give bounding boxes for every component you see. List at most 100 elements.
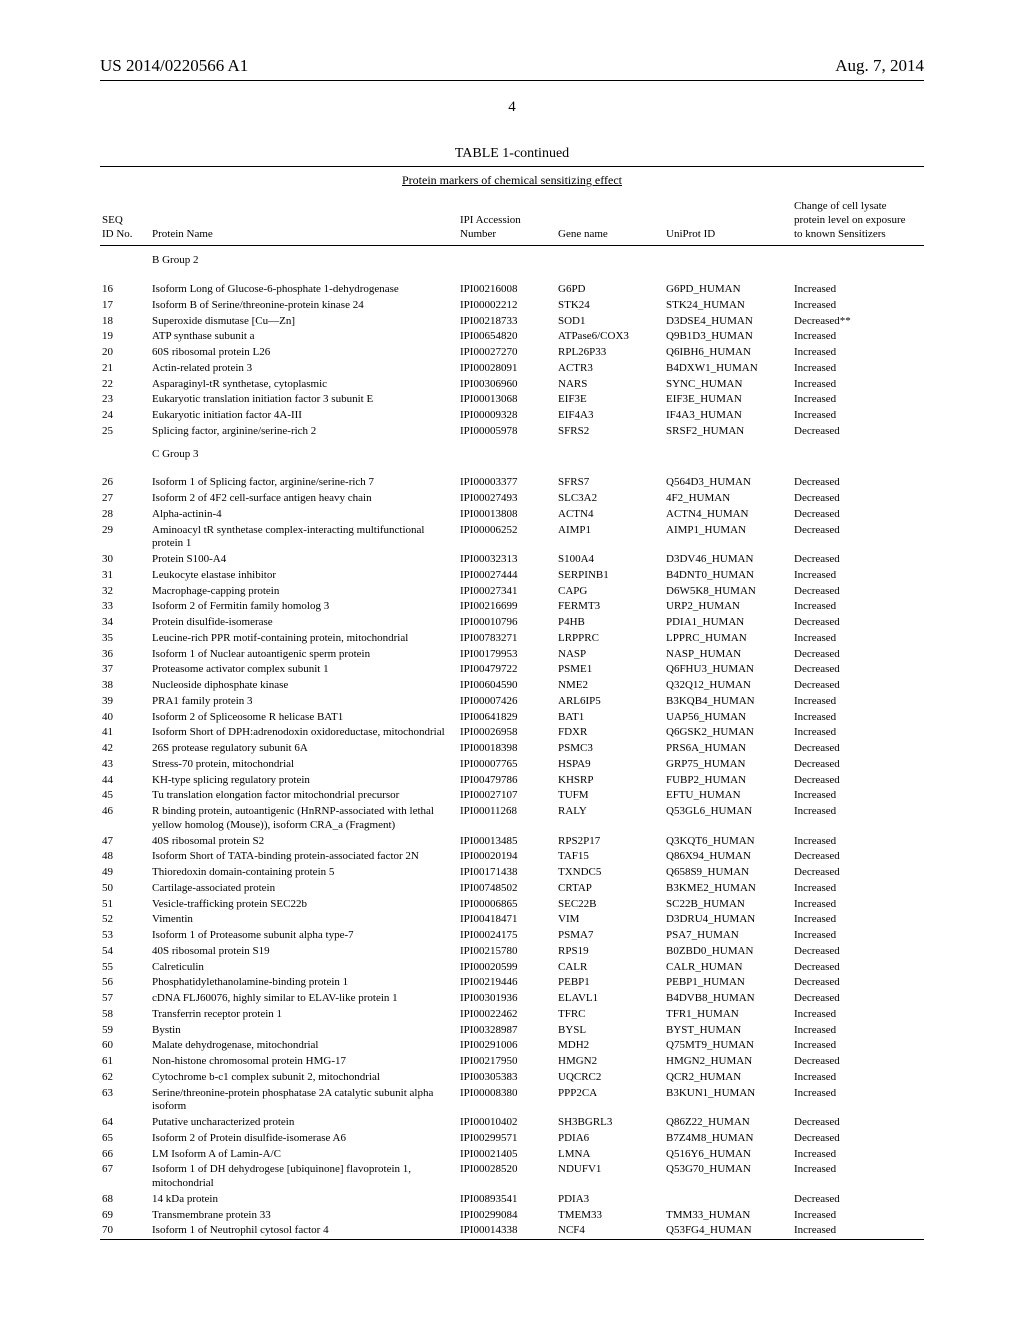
cell-gene: PDIA6 bbox=[556, 1131, 664, 1147]
cell-change: Increased bbox=[792, 788, 924, 804]
cell-change: Decreased bbox=[792, 741, 924, 757]
cell-name: Splicing factor, arginine/serine-rich 2 bbox=[150, 424, 458, 440]
table-wrapper: Protein markers of chemical sensitizing … bbox=[100, 166, 924, 1240]
table-row: 25Splicing factor, arginine/serine-rich … bbox=[100, 424, 924, 440]
cell-gene: HSPA9 bbox=[556, 757, 664, 773]
cell-gene: PSME1 bbox=[556, 662, 664, 678]
cell-seq: 67 bbox=[100, 1162, 150, 1192]
table-caption: TABLE 1-continued bbox=[100, 146, 924, 162]
cell-change: Decreased bbox=[792, 960, 924, 976]
cell-uni: EIF3E_HUMAN bbox=[664, 392, 792, 408]
cell-seq: 26 bbox=[100, 475, 150, 491]
cell-uni: B0ZBD0_HUMAN bbox=[664, 944, 792, 960]
cell-seq: 20 bbox=[100, 345, 150, 361]
cell-uni: Q53GL6_HUMAN bbox=[664, 804, 792, 834]
cell-name: Actin-related protein 3 bbox=[150, 361, 458, 377]
table-row: 66LM Isoform A of Lamin-A/CIPI00021405LM… bbox=[100, 1147, 924, 1163]
cell-gene: SFRS7 bbox=[556, 475, 664, 491]
table-row: 41Isoform Short of DPH:adrenodoxin oxido… bbox=[100, 725, 924, 741]
cell-seq: 29 bbox=[100, 523, 150, 553]
cell-ipi: IPI00020194 bbox=[458, 849, 556, 865]
cell-ipi: IPI00011268 bbox=[458, 804, 556, 834]
cell-uni: CALR_HUMAN bbox=[664, 960, 792, 976]
cell-gene: NME2 bbox=[556, 678, 664, 694]
cell-gene: NASP bbox=[556, 647, 664, 663]
cell-seq: 61 bbox=[100, 1054, 150, 1070]
cell-gene: TXNDC5 bbox=[556, 865, 664, 881]
table-row: 22Asparaginyl-tR synthetase, cytoplasmic… bbox=[100, 377, 924, 393]
table-row: 67Isoform 1 of DH dehydrogese [ubiquinon… bbox=[100, 1162, 924, 1192]
cell-ipi: IPI00010402 bbox=[458, 1115, 556, 1131]
cell-ipi: IPI00418471 bbox=[458, 912, 556, 928]
cell-seq: 21 bbox=[100, 361, 150, 377]
cell-name: Isoform Short of DPH:adrenodoxin oxidore… bbox=[150, 725, 458, 741]
cell-uni: IF4A3_HUMAN bbox=[664, 408, 792, 424]
cell-name: Putative uncharacterized protein bbox=[150, 1115, 458, 1131]
cell-ipi: IPI00005978 bbox=[458, 424, 556, 440]
cell-change: Increased bbox=[792, 1147, 924, 1163]
page-container: US 2014/0220566 A1 Aug. 7, 2014 4 TABLE … bbox=[0, 0, 1024, 1280]
cell-ipi: IPI00748502 bbox=[458, 881, 556, 897]
cell-uni: URP2_HUMAN bbox=[664, 599, 792, 615]
cell-name: 26S protease regulatory subunit 6A bbox=[150, 741, 458, 757]
cell-change: Decreased bbox=[792, 523, 924, 553]
cell-uni: ACTN4_HUMAN bbox=[664, 507, 792, 523]
cell-gene: SOD1 bbox=[556, 314, 664, 330]
table-row: 33Isoform 2 of Fermitin family homolog 3… bbox=[100, 599, 924, 615]
cell-gene: PPP2CA bbox=[556, 1086, 664, 1116]
cell-ipi: IPI00032313 bbox=[458, 552, 556, 568]
cell-seq: 24 bbox=[100, 408, 150, 424]
cell-ipi: IPI00171438 bbox=[458, 865, 556, 881]
cell-seq: 69 bbox=[100, 1208, 150, 1224]
cell-change: Increased bbox=[792, 1023, 924, 1039]
group-label: C Group 3 bbox=[150, 440, 924, 470]
cell-uni: FUBP2_HUMAN bbox=[664, 773, 792, 789]
table-row: 50Cartilage-associated proteinIPI0074850… bbox=[100, 881, 924, 897]
cell-change: Decreased bbox=[792, 1131, 924, 1147]
table-head: SEQID No. Protein Name IPI AccessionNumb… bbox=[100, 198, 924, 246]
cell-seq: 49 bbox=[100, 865, 150, 881]
cell-ipi: IPI00215780 bbox=[458, 944, 556, 960]
cell-seq: 64 bbox=[100, 1115, 150, 1131]
table-subcaption: Protein markers of chemical sensitizing … bbox=[100, 173, 924, 188]
cell-seq: 41 bbox=[100, 725, 150, 741]
cell-ipi: IPI00013068 bbox=[458, 392, 556, 408]
cell-name: Phosphatidylethanolamine-binding protein… bbox=[150, 975, 458, 991]
cell-uni: PRS6A_HUMAN bbox=[664, 741, 792, 757]
cell-uni: Q53FG4_HUMAN bbox=[664, 1223, 792, 1239]
cell-name: Thioredoxin domain-containing protein 5 bbox=[150, 865, 458, 881]
cell-gene: CAPG bbox=[556, 584, 664, 600]
cell-ipi: IPI00299084 bbox=[458, 1208, 556, 1224]
cell-ipi: IPI00641829 bbox=[458, 710, 556, 726]
cell-uni: B3KQB4_HUMAN bbox=[664, 694, 792, 710]
cell-uni: D6W5K8_HUMAN bbox=[664, 584, 792, 600]
cell-name: Isoform Long of Glucose-6-phosphate 1-de… bbox=[150, 282, 458, 298]
cell-change: Increased bbox=[792, 1007, 924, 1023]
table-row: 34Protein disulfide-isomeraseIPI00010796… bbox=[100, 615, 924, 631]
cell-change: Decreased bbox=[792, 1115, 924, 1131]
cell-ipi: IPI00027341 bbox=[458, 584, 556, 600]
table-row: 5440S ribosomal protein S19IPI00215780RP… bbox=[100, 944, 924, 960]
cell-uni: Q9B1D3_HUMAN bbox=[664, 329, 792, 345]
cell-uni: SRSF2_HUMAN bbox=[664, 424, 792, 440]
cell-gene: FERMT3 bbox=[556, 599, 664, 615]
group-header-row: C Group 3 bbox=[100, 440, 924, 470]
cell-ipi: IPI00291006 bbox=[458, 1038, 556, 1054]
cell-gene: LMNA bbox=[556, 1147, 664, 1163]
cell-name: cDNA FLJ60076, highly similar to ELAV-li… bbox=[150, 991, 458, 1007]
cell-name: Bystin bbox=[150, 1023, 458, 1039]
cell-name: 14 kDa protein bbox=[150, 1192, 458, 1208]
cell-change: Increased bbox=[792, 345, 924, 361]
cell-uni: D3DSE4_HUMAN bbox=[664, 314, 792, 330]
cell-name: Eukaryotic translation initiation factor… bbox=[150, 392, 458, 408]
col-gene: Gene name bbox=[556, 198, 664, 246]
cell-gene: TAF15 bbox=[556, 849, 664, 865]
cell-change: Decreased bbox=[792, 647, 924, 663]
cell-ipi: IPI00007765 bbox=[458, 757, 556, 773]
cell-uni: SYNC_HUMAN bbox=[664, 377, 792, 393]
cell-gene: RPS19 bbox=[556, 944, 664, 960]
cell-seq: 17 bbox=[100, 298, 150, 314]
cell-change: Decreased bbox=[792, 944, 924, 960]
table-row: 4226S protease regulatory subunit 6AIPI0… bbox=[100, 741, 924, 757]
cell-change: Increased bbox=[792, 377, 924, 393]
